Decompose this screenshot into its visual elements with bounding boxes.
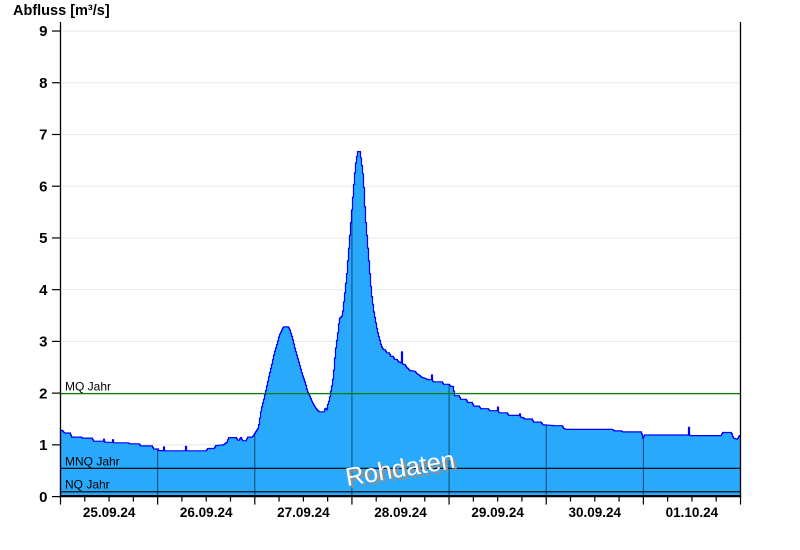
svg-text:25.09.24: 25.09.24 bbox=[83, 505, 136, 520]
svg-text:Abfluss [m³/s]: Abfluss [m³/s] bbox=[13, 3, 110, 19]
svg-text:MQ Jahr: MQ Jahr bbox=[65, 379, 111, 393]
svg-text:26.09.24: 26.09.24 bbox=[180, 505, 233, 520]
svg-text:30.09.24: 30.09.24 bbox=[569, 505, 622, 520]
svg-text:2: 2 bbox=[39, 385, 47, 402]
svg-text:4: 4 bbox=[39, 282, 48, 299]
svg-text:6: 6 bbox=[39, 178, 47, 195]
svg-text:0: 0 bbox=[39, 489, 47, 506]
svg-text:29.09.24: 29.09.24 bbox=[471, 505, 524, 520]
svg-text:NQ Jahr: NQ Jahr bbox=[65, 477, 110, 491]
svg-text:7: 7 bbox=[39, 127, 47, 144]
svg-text:1: 1 bbox=[39, 437, 47, 454]
svg-text:28.09.24: 28.09.24 bbox=[374, 505, 427, 520]
svg-text:01.10.24: 01.10.24 bbox=[666, 505, 719, 520]
svg-text:5: 5 bbox=[39, 230, 47, 247]
svg-text:3: 3 bbox=[39, 334, 47, 351]
svg-text:8: 8 bbox=[39, 75, 47, 92]
svg-text:27.09.24: 27.09.24 bbox=[277, 505, 330, 520]
svg-text:9: 9 bbox=[39, 23, 47, 40]
svg-text:MNQ Jahr: MNQ Jahr bbox=[65, 455, 120, 469]
